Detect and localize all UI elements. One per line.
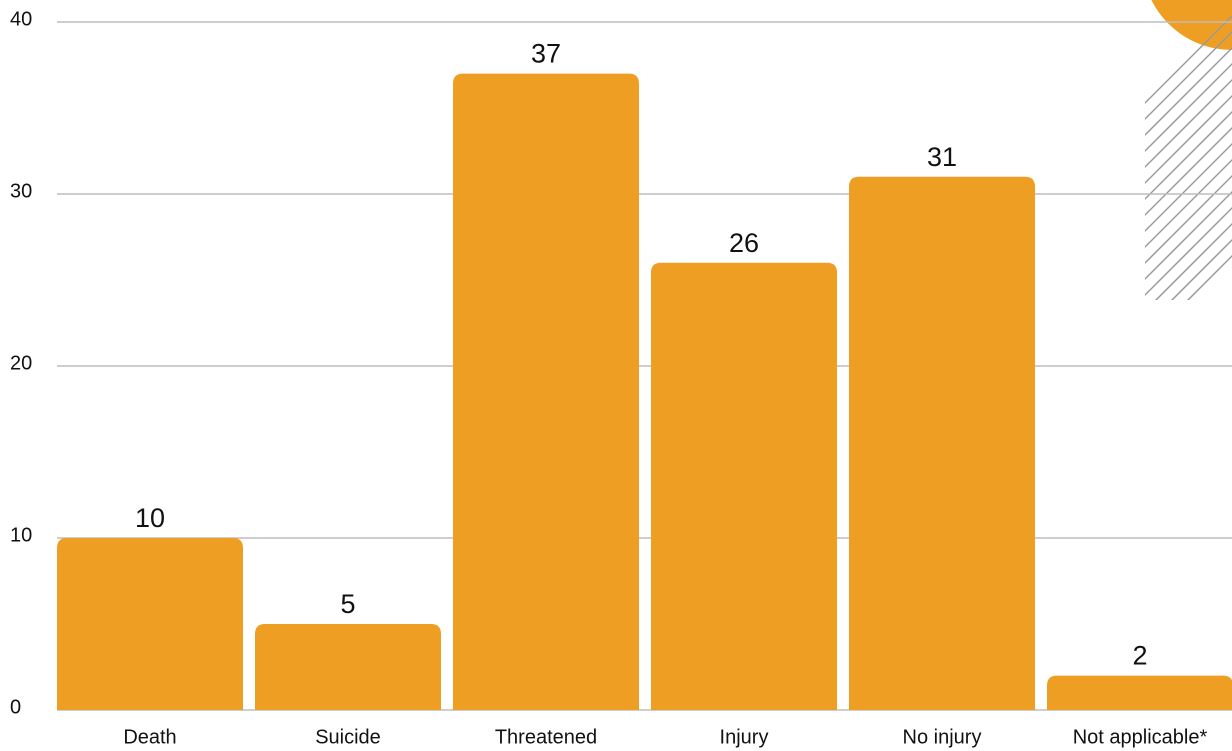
bar (255, 624, 441, 710)
bar (651, 262, 837, 710)
x-tick-label: Threatened (495, 726, 597, 748)
y-tick-label: 0 (10, 696, 21, 718)
value-label: 2 (1132, 641, 1147, 671)
x-tick-label: Not applicable* (1073, 726, 1208, 748)
value-label: 26 (729, 228, 759, 258)
bar (453, 73, 639, 711)
x-tick-label: Death (123, 726, 176, 748)
value-label: 5 (340, 589, 355, 619)
deco-circle (1151, 0, 1232, 50)
x-tick-label: Suicide (315, 726, 381, 748)
y-tick-label: 20 (10, 352, 32, 374)
value-label: 10 (135, 503, 165, 533)
value-label: 37 (531, 39, 561, 69)
bar (1047, 675, 1232, 710)
x-tick-label: No injury (903, 726, 982, 748)
x-tick-label: Injury (720, 726, 769, 748)
bar (849, 176, 1035, 711)
y-tick-label: 30 (10, 180, 32, 202)
deco-hatch (1145, 14, 1232, 300)
bar (57, 538, 243, 710)
value-label: 31 (927, 142, 957, 172)
decoration (1145, 0, 1232, 300)
y-tick-label: 40 (10, 8, 32, 30)
y-tick-label: 10 (10, 524, 32, 546)
